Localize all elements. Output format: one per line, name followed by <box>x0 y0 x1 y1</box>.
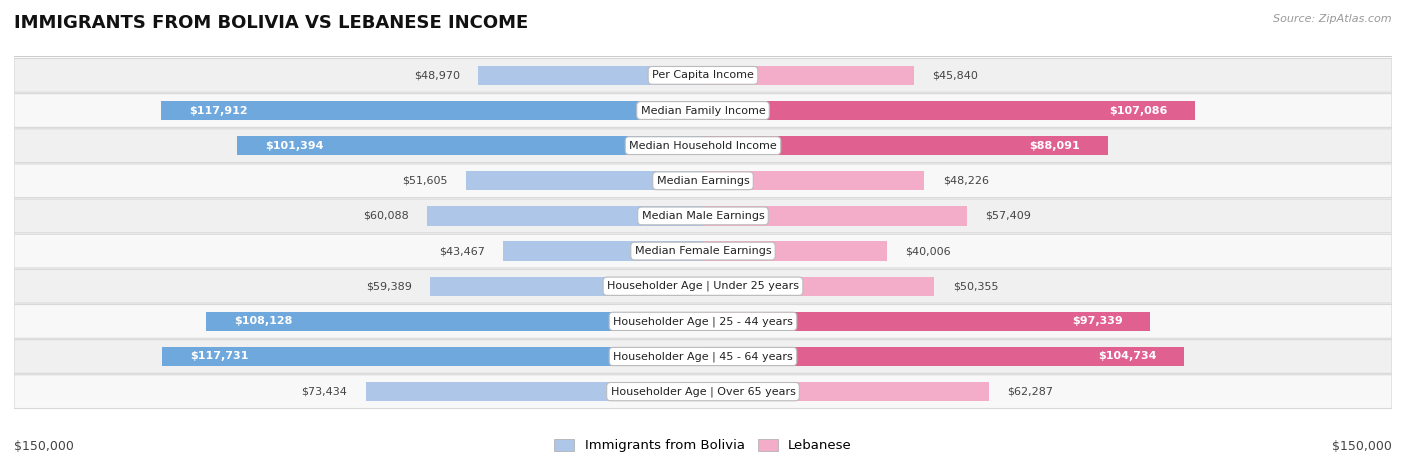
Text: Householder Age | 45 - 64 years: Householder Age | 45 - 64 years <box>613 351 793 362</box>
Bar <box>162 101 703 120</box>
FancyBboxPatch shape <box>14 340 1392 373</box>
Legend: Immigrants from Bolivia, Lebanese: Immigrants from Bolivia, Lebanese <box>548 434 858 458</box>
Bar <box>703 101 1195 120</box>
Bar <box>703 382 988 401</box>
Text: Median Earnings: Median Earnings <box>657 176 749 186</box>
Text: $150,000: $150,000 <box>14 440 75 453</box>
Text: Householder Age | Under 25 years: Householder Age | Under 25 years <box>607 281 799 291</box>
Text: Median Female Earnings: Median Female Earnings <box>634 246 772 256</box>
FancyBboxPatch shape <box>14 234 1392 268</box>
Bar <box>238 136 703 156</box>
Text: $97,339: $97,339 <box>1071 316 1122 326</box>
Bar <box>703 171 925 191</box>
Bar <box>703 311 1150 331</box>
Text: $48,970: $48,970 <box>413 71 460 80</box>
Text: $43,467: $43,467 <box>439 246 485 256</box>
Bar <box>703 66 914 85</box>
Text: Householder Age | 25 - 44 years: Householder Age | 25 - 44 years <box>613 316 793 326</box>
Bar <box>703 136 1108 156</box>
Bar <box>366 382 703 401</box>
Bar <box>703 347 1184 366</box>
Bar <box>162 347 703 366</box>
Text: $51,605: $51,605 <box>402 176 447 186</box>
Text: $59,389: $59,389 <box>366 281 412 291</box>
Bar <box>430 276 703 296</box>
Bar <box>703 276 934 296</box>
FancyBboxPatch shape <box>14 304 1392 338</box>
Text: $88,091: $88,091 <box>1029 141 1080 151</box>
Text: $40,006: $40,006 <box>905 246 950 256</box>
Text: $108,128: $108,128 <box>233 316 292 326</box>
Text: $117,731: $117,731 <box>190 352 249 361</box>
Text: Median Household Income: Median Household Income <box>628 141 778 151</box>
Text: $117,912: $117,912 <box>188 106 247 115</box>
FancyBboxPatch shape <box>14 375 1392 409</box>
Text: Householder Age | Over 65 years: Householder Age | Over 65 years <box>610 386 796 397</box>
Text: Median Male Earnings: Median Male Earnings <box>641 211 765 221</box>
Bar <box>207 311 703 331</box>
Bar <box>465 171 703 191</box>
Bar <box>478 66 703 85</box>
Text: $57,409: $57,409 <box>986 211 1031 221</box>
FancyBboxPatch shape <box>14 199 1392 233</box>
FancyBboxPatch shape <box>14 58 1392 92</box>
Text: $45,840: $45,840 <box>932 71 977 80</box>
Text: $107,086: $107,086 <box>1109 106 1167 115</box>
Text: $150,000: $150,000 <box>1331 440 1392 453</box>
Text: $62,287: $62,287 <box>1008 387 1053 396</box>
Text: IMMIGRANTS FROM BOLIVIA VS LEBANESE INCOME: IMMIGRANTS FROM BOLIVIA VS LEBANESE INCO… <box>14 14 529 32</box>
Bar <box>427 206 703 226</box>
Bar <box>503 241 703 261</box>
Text: $50,355: $50,355 <box>953 281 998 291</box>
FancyBboxPatch shape <box>14 129 1392 163</box>
Text: $60,088: $60,088 <box>363 211 409 221</box>
Bar <box>703 206 967 226</box>
Text: Median Family Income: Median Family Income <box>641 106 765 115</box>
FancyBboxPatch shape <box>14 94 1392 127</box>
Text: $48,226: $48,226 <box>943 176 988 186</box>
Text: $73,434: $73,434 <box>301 387 347 396</box>
Text: $104,734: $104,734 <box>1098 352 1157 361</box>
Text: Per Capita Income: Per Capita Income <box>652 71 754 80</box>
Text: Source: ZipAtlas.com: Source: ZipAtlas.com <box>1274 14 1392 24</box>
Text: $101,394: $101,394 <box>264 141 323 151</box>
FancyBboxPatch shape <box>14 164 1392 198</box>
FancyBboxPatch shape <box>14 269 1392 303</box>
Bar <box>703 241 887 261</box>
